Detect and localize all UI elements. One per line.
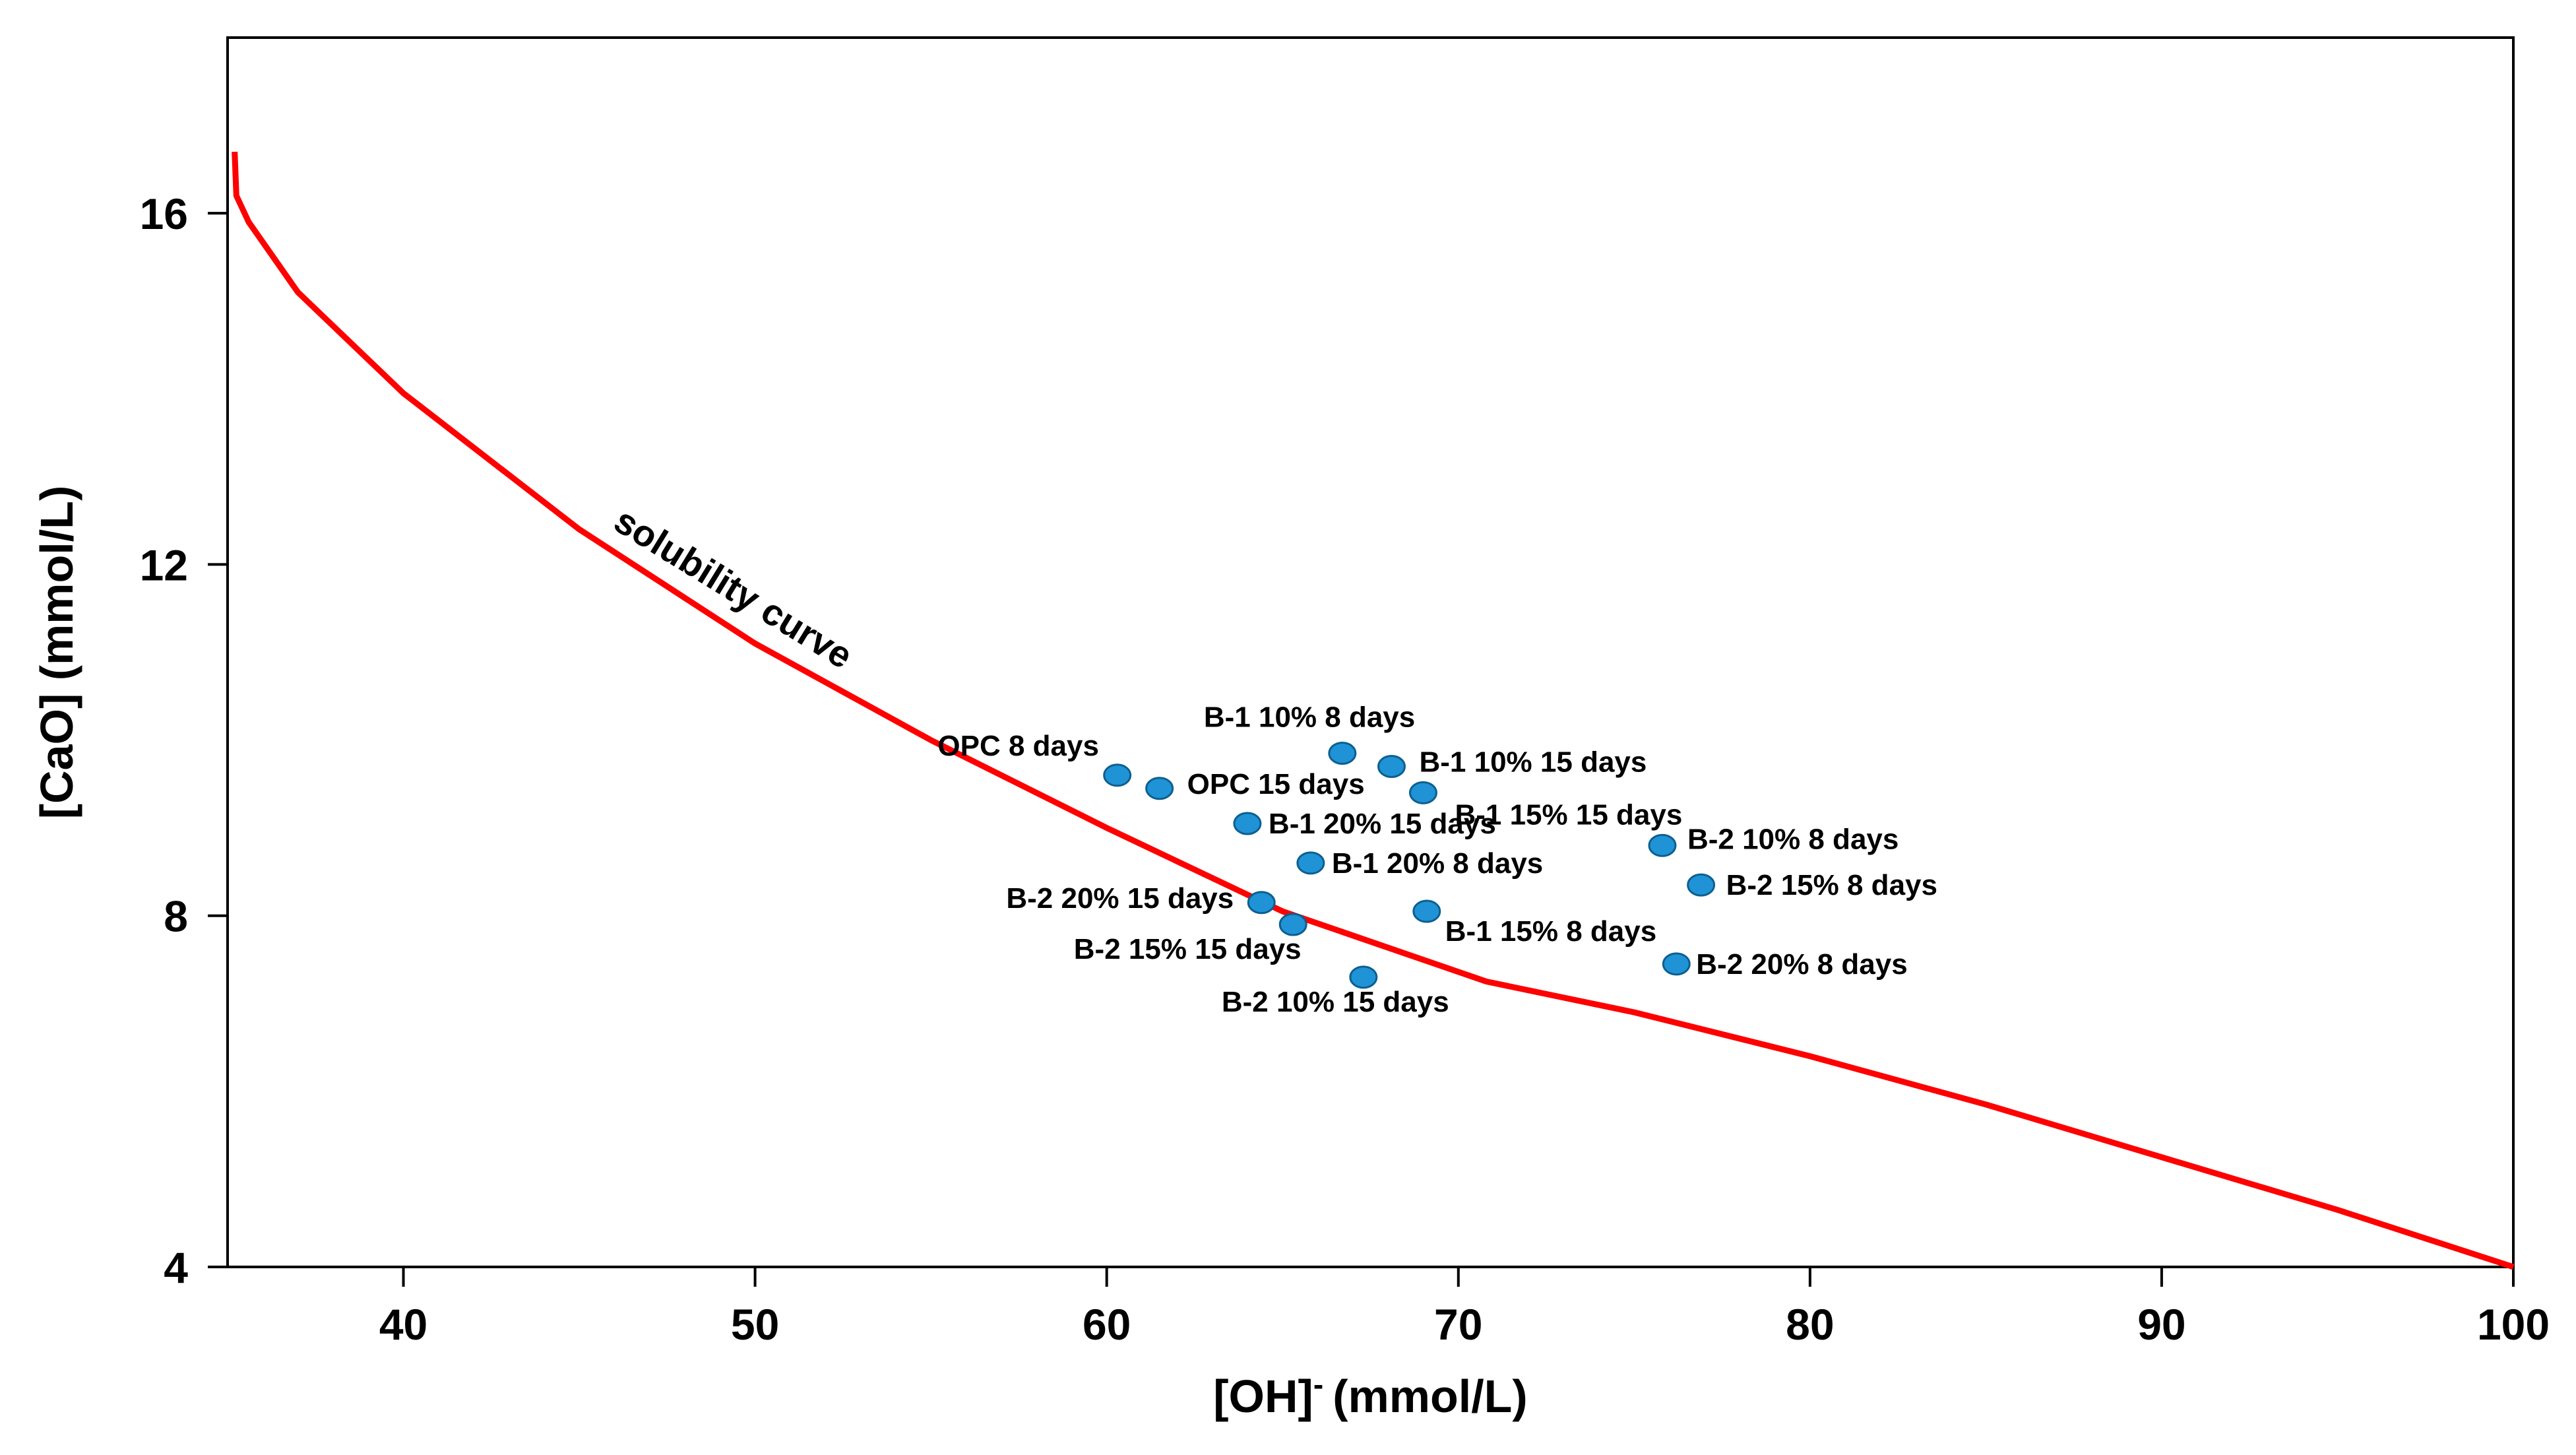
data-point xyxy=(1247,891,1276,915)
data-point-label: B-2 15% 8 days xyxy=(1726,869,1937,901)
curve-label: solubility curve xyxy=(608,499,860,676)
data-point xyxy=(1408,781,1437,804)
data-point-label: B-1 20% 8 days xyxy=(1332,847,1543,880)
data-point-label: OPC 15 days xyxy=(1187,768,1365,800)
data-point-label: B-1 20% 15 days xyxy=(1269,808,1496,840)
x-tick-label: 70 xyxy=(1434,1300,1482,1349)
data-point-label: B-2 20% 8 days xyxy=(1696,948,1907,981)
data-point xyxy=(1687,873,1716,897)
data-point xyxy=(1233,812,1262,835)
data-point-label: B-1 10% 15 days xyxy=(1419,746,1647,778)
x-tick-label: 50 xyxy=(731,1300,779,1349)
y-tick-label: 4 xyxy=(164,1243,188,1292)
data-point xyxy=(1278,913,1307,936)
data-point xyxy=(1296,851,1325,875)
data-point-label: B-2 10% 8 days xyxy=(1687,823,1899,855)
y-tick-label: 12 xyxy=(140,540,188,589)
y-tick-label: 16 xyxy=(140,189,188,238)
data-point-label: B-1 15% 8 days xyxy=(1445,915,1656,948)
data-point xyxy=(1662,952,1691,976)
axis-ticks: 40 50 60 70 80 90 100 4 8 12 16 xyxy=(140,189,2550,1349)
plot-frame xyxy=(226,36,2515,1268)
data-point xyxy=(1648,833,1677,857)
data-point xyxy=(1412,899,1441,923)
x-tick-label: 90 xyxy=(2137,1300,2185,1349)
x-axis-title-main: [OH] xyxy=(1213,1371,1313,1422)
x-tick-label: 80 xyxy=(1786,1300,1834,1349)
data-point xyxy=(1377,754,1406,778)
y-tick-label: 8 xyxy=(164,892,188,941)
data-point xyxy=(1328,742,1357,765)
y-axis-title: [CaO] (mmol/L) xyxy=(31,486,82,820)
x-tick-label: 40 xyxy=(379,1300,427,1349)
x-axis-title: [OH]- (mmol/L) xyxy=(1213,1367,1527,1422)
solubility-curve xyxy=(232,151,2515,1270)
data-point xyxy=(1349,965,1378,989)
data-point-label: B-1 10% 8 days xyxy=(1204,701,1415,734)
x-axis-title-superscript: - xyxy=(1313,1367,1323,1402)
data-point-label: B-2 10% 15 days xyxy=(1222,986,1449,1018)
data-point xyxy=(1145,777,1174,800)
x-tick-label: 60 xyxy=(1083,1300,1131,1349)
data-point-label: OPC 8 days xyxy=(937,730,1099,762)
data-point-label: B-1 15% 15 days xyxy=(1455,798,1682,831)
x-tick-label: 100 xyxy=(2477,1300,2550,1349)
data-point-label: B-2 15% 15 days xyxy=(1074,933,1302,965)
data-point xyxy=(1103,763,1132,787)
data-point-label: B-2 20% 15 days xyxy=(1006,882,1234,915)
x-axis-title-unit: (mmol/L) xyxy=(1333,1371,1528,1422)
